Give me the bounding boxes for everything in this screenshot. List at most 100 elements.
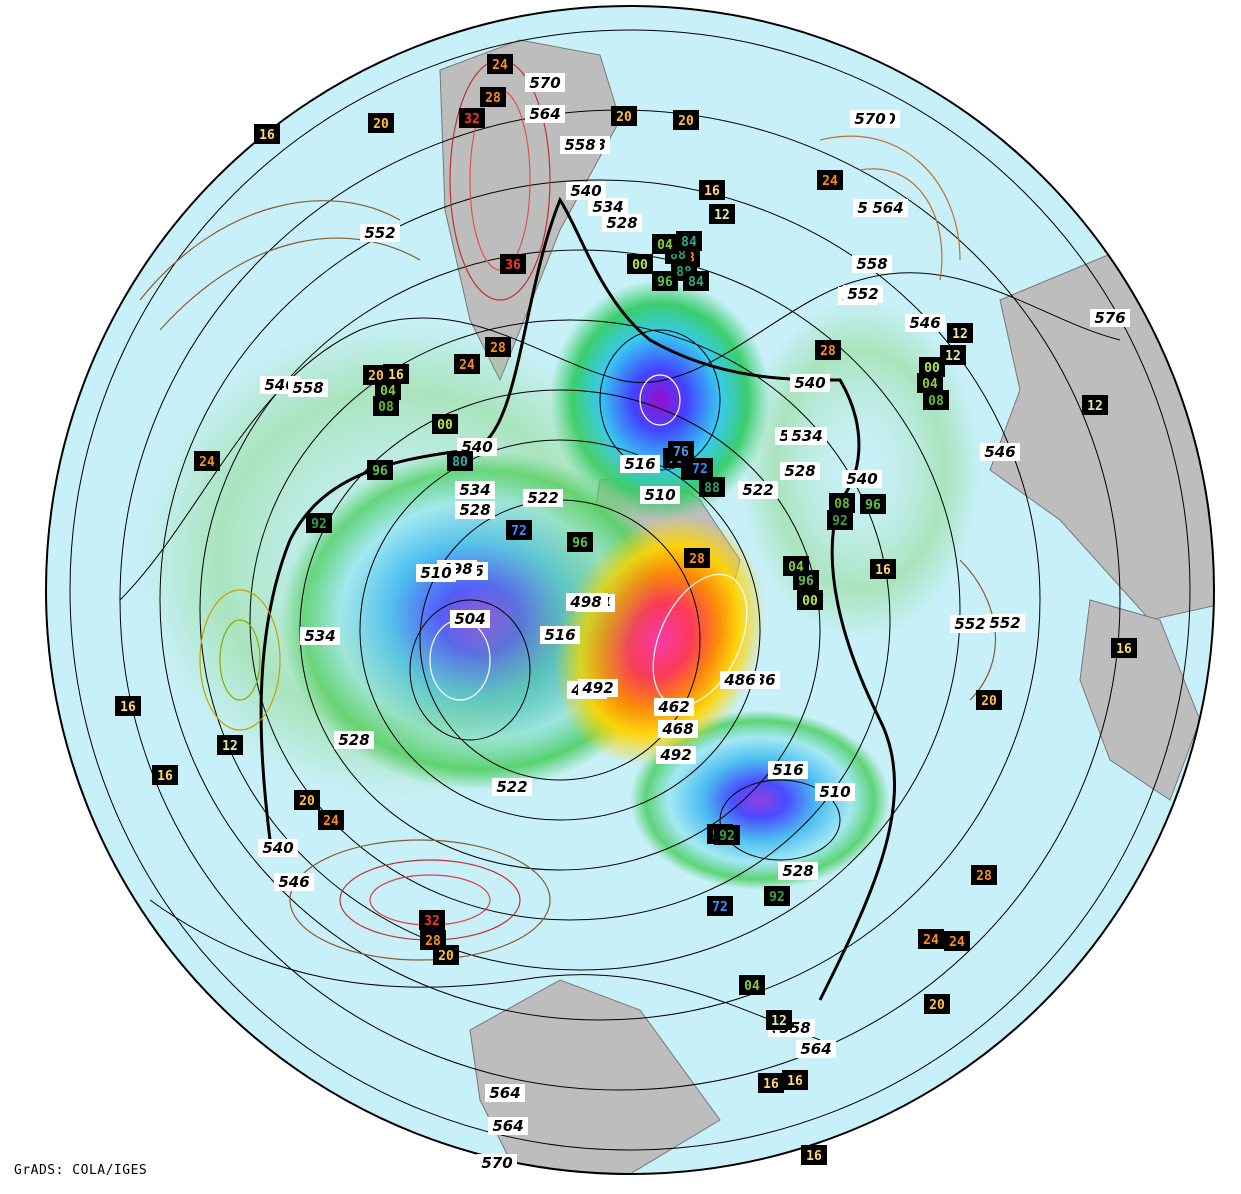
svg-text:16: 16 [763, 1077, 779, 1092]
svg-text:92: 92 [311, 517, 327, 532]
svg-text:12: 12 [714, 208, 730, 223]
svg-text:570: 570 [529, 74, 560, 92]
height-label-552: 552 [843, 285, 883, 303]
svg-text:540: 540 [262, 839, 293, 857]
svg-text:84: 84 [688, 275, 704, 290]
temp-label-16: 16 [152, 765, 178, 785]
svg-text:528: 528 [784, 462, 815, 480]
height-label-522: 522 [523, 489, 563, 507]
svg-text:564: 564 [872, 199, 903, 217]
temp-label-08: 08 [923, 390, 949, 410]
svg-text:92: 92 [832, 514, 848, 529]
svg-text:468: 468 [661, 720, 693, 738]
svg-text:28: 28 [976, 869, 992, 884]
svg-text:516: 516 [544, 626, 575, 644]
svg-text:510: 510 [644, 486, 675, 504]
height-label-540: 540 [566, 182, 606, 200]
height-label-510: 510 [815, 783, 855, 801]
svg-text:92: 92 [769, 890, 785, 905]
svg-text:510: 510 [420, 564, 451, 582]
svg-text:28: 28 [820, 344, 836, 359]
temp-label-20: 20 [924, 994, 950, 1014]
temp-label-16: 16 [870, 559, 896, 579]
temp-label-76: 76 [668, 441, 694, 461]
temp-label-16: 16 [782, 1070, 808, 1090]
temp-label-16: 16 [758, 1073, 784, 1093]
svg-text:24: 24 [492, 58, 508, 73]
svg-text:96: 96 [798, 574, 814, 589]
temp-label-16: 16 [254, 124, 280, 144]
svg-text:20: 20 [299, 794, 315, 809]
temp-label-08: 08 [829, 493, 855, 513]
temp-label-04: 04 [739, 975, 765, 995]
height-label-570: 570 [850, 110, 890, 128]
svg-text:00: 00 [802, 594, 818, 609]
svg-text:08: 08 [928, 394, 944, 409]
svg-text:16: 16 [704, 184, 720, 199]
svg-text:522: 522 [496, 778, 527, 796]
temp-label-92: 92 [714, 825, 740, 845]
svg-text:20: 20 [373, 117, 389, 132]
temp-label-20: 20 [294, 790, 320, 810]
svg-text:552: 552 [364, 224, 395, 242]
svg-text:12: 12 [945, 349, 961, 364]
svg-text:84: 84 [681, 235, 697, 250]
svg-text:04: 04 [380, 384, 396, 399]
svg-text:72: 72 [511, 524, 527, 539]
svg-text:24: 24 [923, 933, 939, 948]
height-label-492: 492 [578, 679, 618, 697]
svg-text:534: 534 [304, 627, 335, 645]
svg-text:04: 04 [657, 238, 673, 253]
svg-text:12: 12 [952, 327, 968, 342]
svg-text:72: 72 [712, 900, 728, 915]
svg-text:28: 28 [689, 552, 705, 567]
temp-label-16: 16 [699, 180, 725, 200]
height-label-510: 510 [640, 486, 680, 504]
height-label-546: 546 [980, 443, 1020, 461]
svg-text:96: 96 [865, 498, 881, 513]
svg-text:00: 00 [924, 361, 940, 376]
height-label-576: 576 [1090, 309, 1130, 327]
green-band-west [140, 320, 660, 800]
height-label-528: 528 [334, 731, 374, 749]
temp-label-20: 20 [673, 110, 699, 130]
temp-label-36: 36 [500, 254, 526, 274]
temp-label-96: 96 [860, 494, 886, 514]
height-label-522: 522 [492, 778, 532, 796]
svg-text:564: 564 [800, 1040, 831, 1058]
svg-text:72: 72 [692, 462, 708, 477]
height-label-552: 552 [360, 224, 400, 242]
temp-label-96: 96 [367, 460, 393, 480]
temp-label-12: 12 [1082, 395, 1108, 415]
temp-label-24: 24 [194, 451, 220, 471]
svg-text:96: 96 [372, 464, 388, 479]
height-label-516: 516 [620, 455, 660, 473]
svg-text:492: 492 [659, 746, 691, 764]
temp-label-24: 24 [817, 170, 843, 190]
svg-text:04: 04 [788, 560, 804, 575]
svg-text:552: 552 [954, 615, 985, 633]
height-label-552: 552 [985, 614, 1025, 632]
svg-text:504: 504 [454, 610, 485, 628]
height-label-492: 492 [656, 746, 696, 764]
height-label-522: 522 [738, 481, 778, 499]
svg-text:08: 08 [378, 400, 394, 415]
svg-text:558: 558 [564, 136, 595, 154]
svg-text:36: 36 [505, 258, 521, 273]
temp-label-04: 04 [917, 373, 943, 393]
height-label-540: 540 [790, 374, 830, 392]
temp-label-24: 24 [944, 931, 970, 951]
land-africa [1079, 599, 1201, 801]
svg-text:516: 516 [624, 455, 655, 473]
svg-text:528: 528 [782, 862, 813, 880]
svg-text:528: 528 [606, 214, 637, 232]
svg-text:24: 24 [199, 455, 215, 470]
temp-label-08: 08 [373, 396, 399, 416]
svg-text:04: 04 [922, 377, 938, 392]
height-label-528: 528 [455, 501, 495, 519]
height-label-564: 564 [485, 1084, 525, 1102]
svg-text:564: 564 [492, 1117, 523, 1135]
svg-text:28: 28 [490, 341, 506, 356]
